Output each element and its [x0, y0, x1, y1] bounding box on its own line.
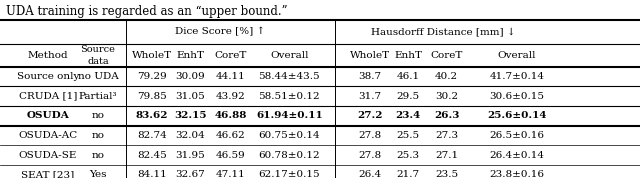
- Text: 82.45: 82.45: [137, 151, 166, 160]
- Text: Source
data: Source data: [81, 45, 115, 66]
- Text: Partial³: Partial³: [79, 92, 117, 101]
- Text: 47.11: 47.11: [216, 171, 245, 178]
- Text: Dice Score [%] ↑: Dice Score [%] ↑: [175, 28, 266, 37]
- Text: 26.3: 26.3: [434, 111, 460, 120]
- Text: 79.85: 79.85: [137, 92, 166, 101]
- Text: Overall: Overall: [498, 51, 536, 60]
- Text: no: no: [92, 151, 104, 160]
- Text: Overall: Overall: [270, 51, 308, 60]
- Text: 30.6±0.15: 30.6±0.15: [490, 92, 545, 101]
- Text: no: no: [92, 131, 104, 140]
- Text: OSUDA-SE: OSUDA-SE: [19, 151, 77, 160]
- Text: 26.5±0.16: 26.5±0.16: [490, 131, 545, 140]
- Text: WholeT: WholeT: [132, 51, 172, 60]
- Text: 40.2: 40.2: [435, 72, 458, 81]
- Text: 84.11: 84.11: [137, 171, 166, 178]
- Text: 60.78±0.12: 60.78±0.12: [259, 151, 320, 160]
- Text: CRUDA [1]: CRUDA [1]: [19, 92, 77, 101]
- Text: 21.7: 21.7: [397, 171, 420, 178]
- Text: no UDA: no UDA: [77, 72, 118, 81]
- Text: no: no: [92, 111, 104, 120]
- Text: 31.7: 31.7: [358, 92, 381, 101]
- Text: 58.44±43.5: 58.44±43.5: [259, 72, 320, 81]
- Text: 46.88: 46.88: [214, 111, 246, 120]
- Text: WholeT: WholeT: [350, 51, 390, 60]
- Text: 83.62: 83.62: [136, 111, 168, 120]
- Text: 27.3: 27.3: [435, 131, 458, 140]
- Text: 26.4±0.14: 26.4±0.14: [490, 151, 545, 160]
- Text: Source only: Source only: [17, 72, 79, 81]
- Text: 61.94±0.11: 61.94±0.11: [256, 111, 323, 120]
- Text: 38.7: 38.7: [358, 72, 381, 81]
- Text: 27.8: 27.8: [358, 151, 381, 160]
- Text: 46.62: 46.62: [216, 131, 245, 140]
- Text: 27.8: 27.8: [358, 131, 381, 140]
- Text: 30.09: 30.09: [175, 72, 205, 81]
- Text: OSUDA: OSUDA: [27, 111, 69, 120]
- Text: UDA training is regarded as an “upper bound.”: UDA training is regarded as an “upper bo…: [6, 5, 288, 18]
- Text: CoreT: CoreT: [431, 51, 463, 60]
- Text: 79.29: 79.29: [137, 72, 166, 81]
- Text: 27.2: 27.2: [357, 111, 383, 120]
- Text: 26.4: 26.4: [358, 171, 381, 178]
- Text: 23.4: 23.4: [396, 111, 421, 120]
- Text: CoreT: CoreT: [214, 51, 246, 60]
- Text: 62.17±0.15: 62.17±0.15: [259, 171, 320, 178]
- Text: 44.11: 44.11: [216, 72, 245, 81]
- Text: 58.51±0.12: 58.51±0.12: [259, 92, 320, 101]
- Text: SEAT [23]: SEAT [23]: [21, 171, 75, 178]
- Text: 43.92: 43.92: [216, 92, 245, 101]
- Text: 32.04: 32.04: [175, 131, 205, 140]
- Text: 31.95: 31.95: [175, 151, 205, 160]
- Text: 32.67: 32.67: [175, 171, 205, 178]
- Text: EnhT: EnhT: [176, 51, 204, 60]
- Text: 23.8±0.16: 23.8±0.16: [490, 171, 545, 178]
- Text: 23.5: 23.5: [435, 171, 458, 178]
- Text: Hausdorff Distance [mm] ↓: Hausdorff Distance [mm] ↓: [371, 28, 516, 37]
- Text: 25.3: 25.3: [397, 151, 420, 160]
- Text: OSUDA-AC: OSUDA-AC: [19, 131, 77, 140]
- Text: 30.2: 30.2: [435, 92, 458, 101]
- Text: 31.05: 31.05: [175, 92, 205, 101]
- Text: 25.5: 25.5: [397, 131, 420, 140]
- Text: 32.15: 32.15: [174, 111, 206, 120]
- Text: 46.59: 46.59: [216, 151, 245, 160]
- Text: Method: Method: [28, 51, 68, 60]
- Text: EnhT: EnhT: [394, 51, 422, 60]
- Text: 29.5: 29.5: [397, 92, 420, 101]
- Text: 82.74: 82.74: [137, 131, 166, 140]
- Text: Yes: Yes: [89, 171, 107, 178]
- Text: 46.1: 46.1: [397, 72, 420, 81]
- Text: 60.75±0.14: 60.75±0.14: [259, 131, 320, 140]
- Text: 41.7±0.14: 41.7±0.14: [490, 72, 545, 81]
- Text: 27.1: 27.1: [435, 151, 458, 160]
- Text: 25.6±0.14: 25.6±0.14: [488, 111, 547, 120]
